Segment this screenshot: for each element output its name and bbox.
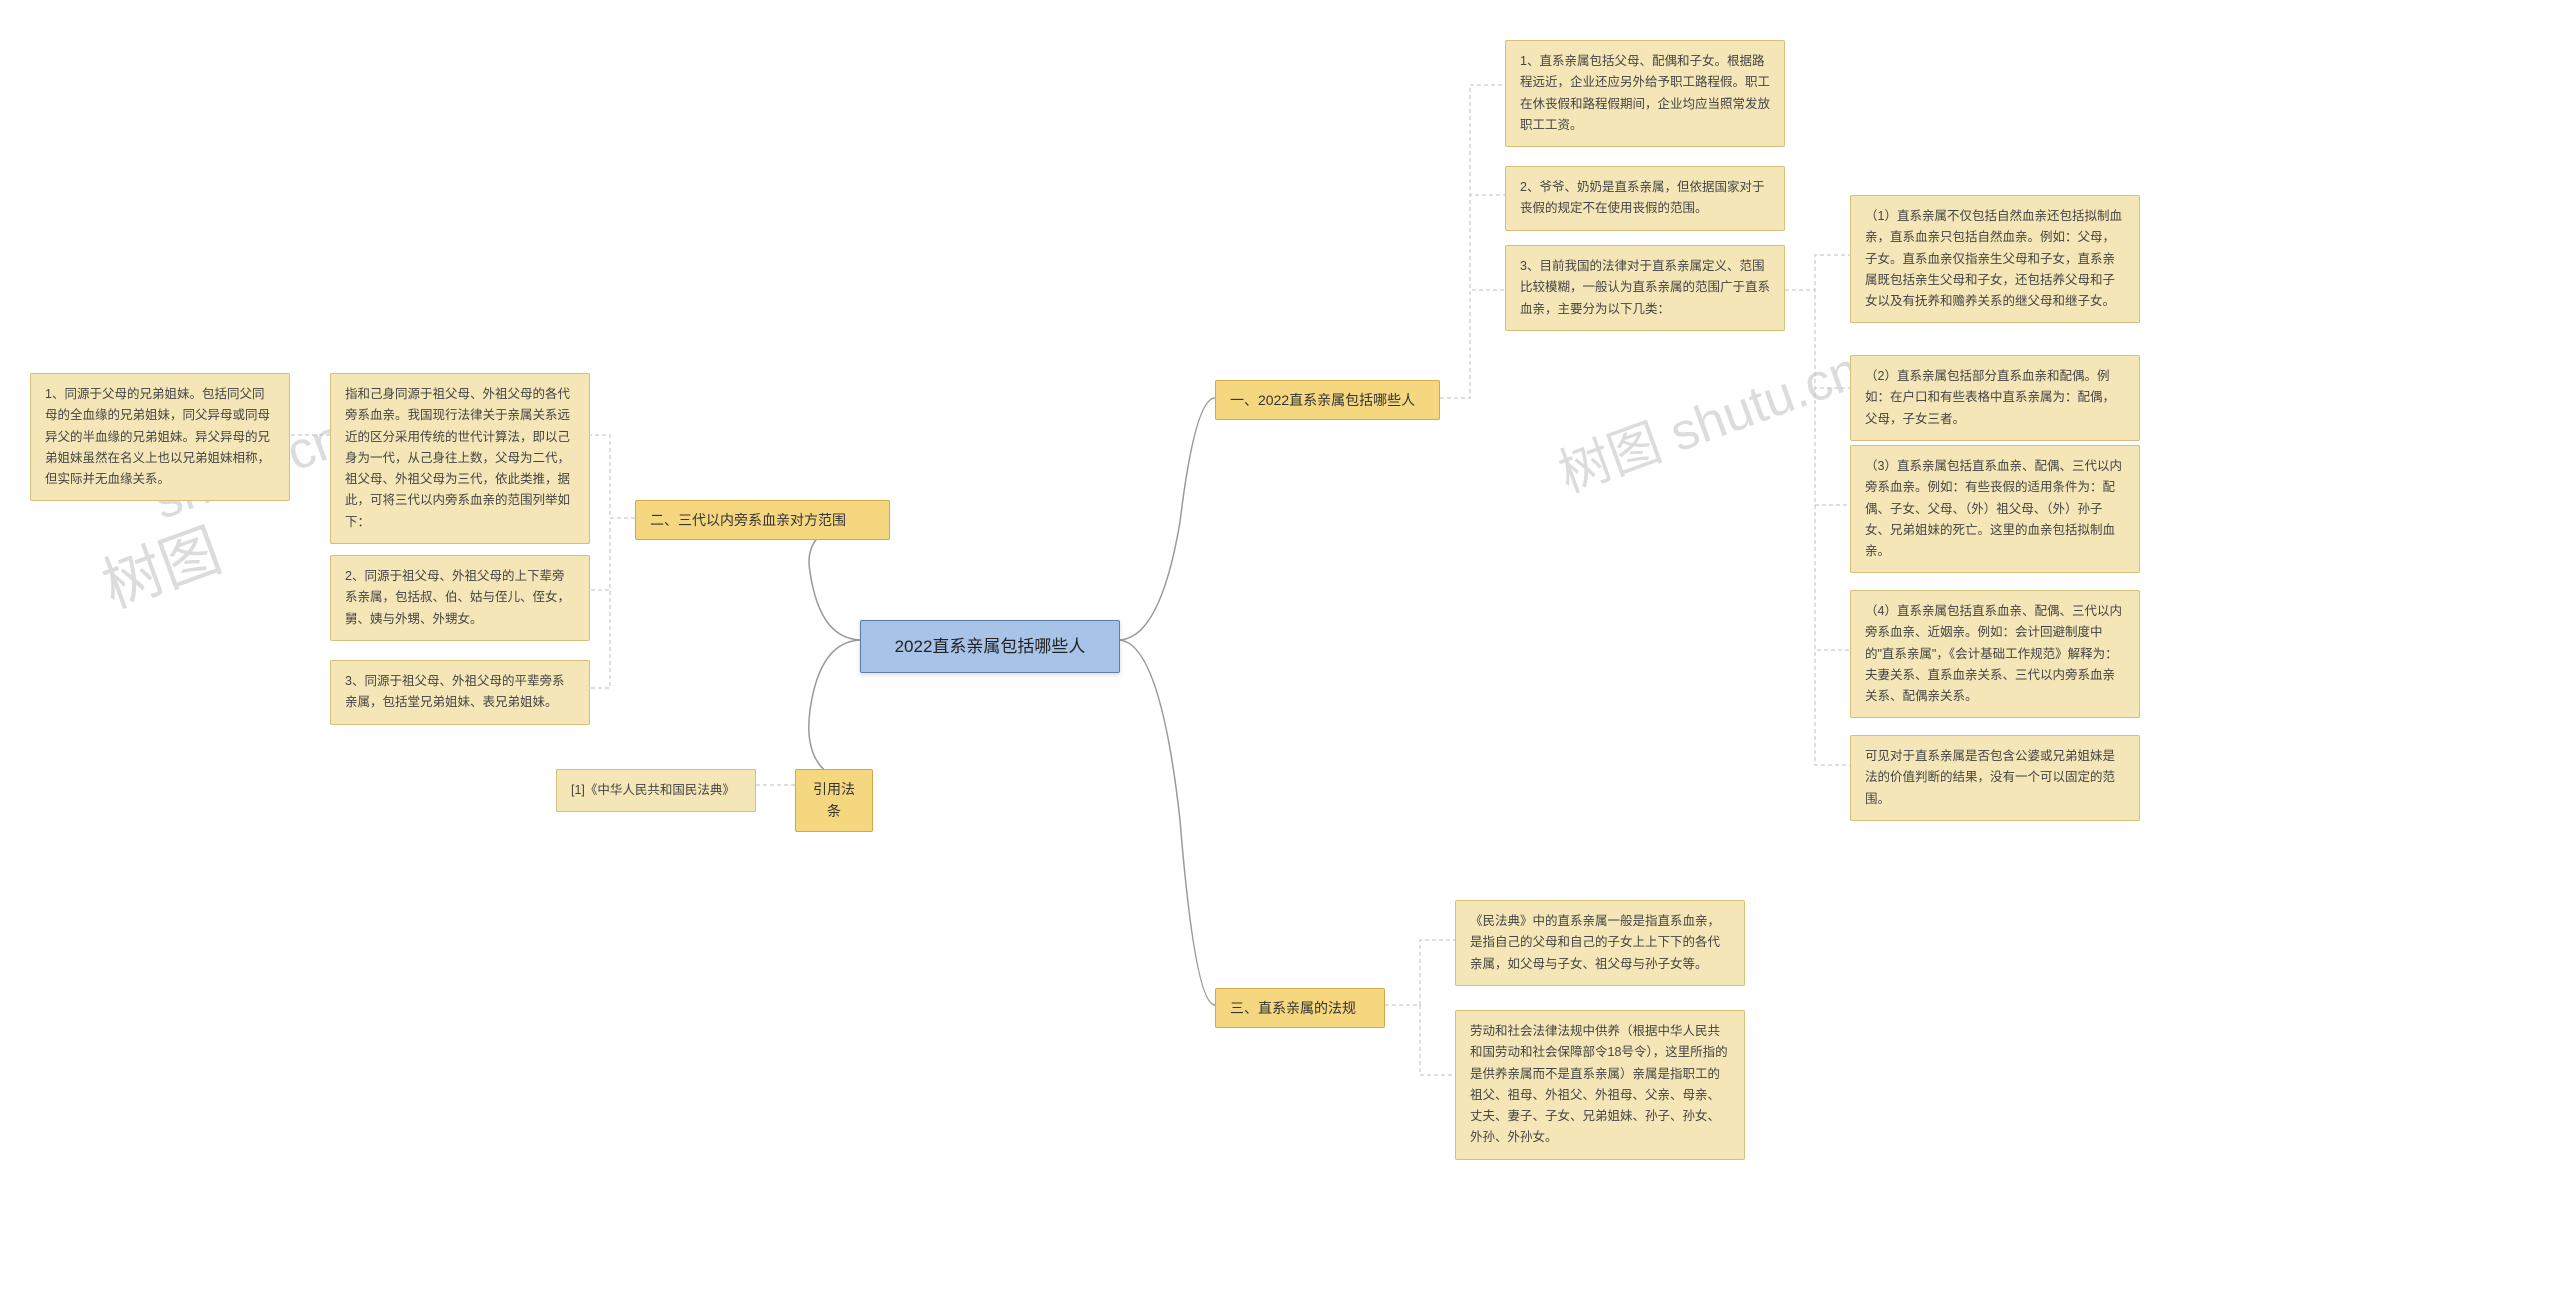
branch-4: 引用法条 [795, 769, 873, 832]
watermark-3: 树图 shutu.cn [1547, 328, 1869, 506]
b1-c3-s4: （4）直系亲属包括直系血亲、配偶、三代以内旁系血亲、近姻亲。例如：会计回避制度中… [1850, 590, 2140, 718]
b3-c2: 劳动和社会法律法规中供养（根据中华人民共和国劳动和社会保障部令18号令），这里所… [1455, 1010, 1745, 1160]
b1-c3-s5: 可见对于直系亲属是否包含公婆或兄弟姐妹是法的价值判断的结果，没有一个可以固定的范… [1850, 735, 2140, 821]
branch-3: 三、直系亲属的法规 [1215, 988, 1385, 1028]
b2-c3: 3、同源于祖父母、外祖父母的平辈旁系亲属，包括堂兄弟姐妹、表兄弟姐妹。 [330, 660, 590, 725]
b1-c3-s2: （2）直系亲属包括部分直系血亲和配偶。例如：在户口和有些表格中直系亲属为：配偶，… [1850, 355, 2140, 441]
b1-c2: 2、爷爷、奶奶是直系亲属，但依据国家对于丧假的规定不在使用丧假的范围。 [1505, 166, 1785, 231]
connectors [0, 0, 2560, 1295]
b1-c3-s3: （3）直系亲属包括直系血亲、配偶、三代以内旁系血亲。例如：有些丧假的适用条件为：… [1850, 445, 2140, 573]
b4-c1: [1]《中华人民共和国民法典》 [556, 769, 756, 812]
b1-c3: 3、目前我国的法律对于直系亲属定义、范围比较模糊，一般认为直系亲属的范围广于直系… [1505, 245, 1785, 331]
b3-c1: 《民法典》中的直系亲属一般是指直系血亲，是指自己的父母和自己的子女上上下下的各代… [1455, 900, 1745, 986]
watermark-2: 树图 [89, 502, 232, 625]
branch-2: 二、三代以内旁系血亲对方范围 [635, 500, 890, 540]
b2-c1: 1、同源于父母的兄弟姐妹。包括同父同母的全血缘的兄弟姐妹，同父异母或同母异父的半… [30, 373, 290, 501]
b1-c1: 1、直系亲属包括父母、配偶和子女。根据路程远近，企业还应另外给予职工路程假。职工… [1505, 40, 1785, 147]
branch-1: 一、2022直系亲属包括哪些人 [1215, 380, 1440, 420]
b2-intro: 指和己身同源于祖父母、外祖父母的各代旁系血亲。我国现行法律关于亲属关系远近的区分… [330, 373, 590, 544]
root-node: 2022直系亲属包括哪些人 [860, 620, 1120, 673]
b1-c3-s1: （1）直系亲属不仅包括自然血亲还包括拟制血亲，直系血亲只包括自然血亲。例如：父母… [1850, 195, 2140, 323]
b2-c2: 2、同源于祖父母、外祖父母的上下辈旁系亲属，包括叔、伯、姑与侄儿、侄女，舅、姨与… [330, 555, 590, 641]
